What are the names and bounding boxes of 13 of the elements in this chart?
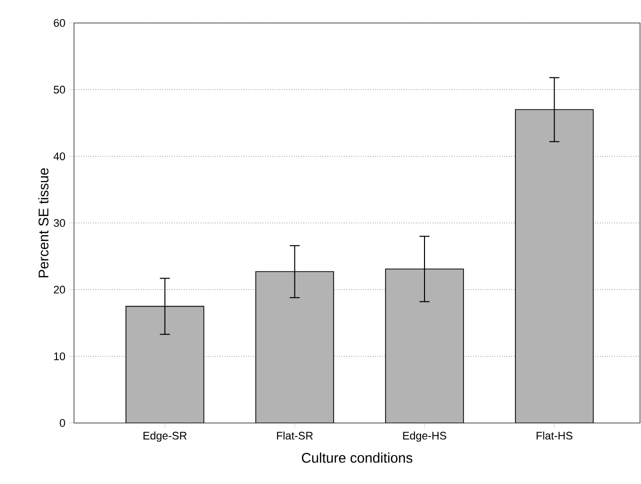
y-tick-label: 10 [54,352,66,360]
x-tick-label: Flat-HS [536,432,572,440]
y-tick-label: 50 [54,86,66,94]
y-tick-label: 40 [54,152,66,160]
y-tick-label: 30 [54,219,66,227]
y-tick-label: 60 [54,19,66,27]
y-tick-label: 0 [60,419,66,427]
x-tick-label: Edge-HS [403,432,446,442]
x-tick-label: Edge-SR [144,432,187,442]
x-tick-label: Flat-SR [277,432,313,440]
y-axis-title: Percent SE tissue [38,168,48,278]
y-tick-label: 20 [54,286,66,294]
x-axis-title: Culture conditions [302,452,412,463]
